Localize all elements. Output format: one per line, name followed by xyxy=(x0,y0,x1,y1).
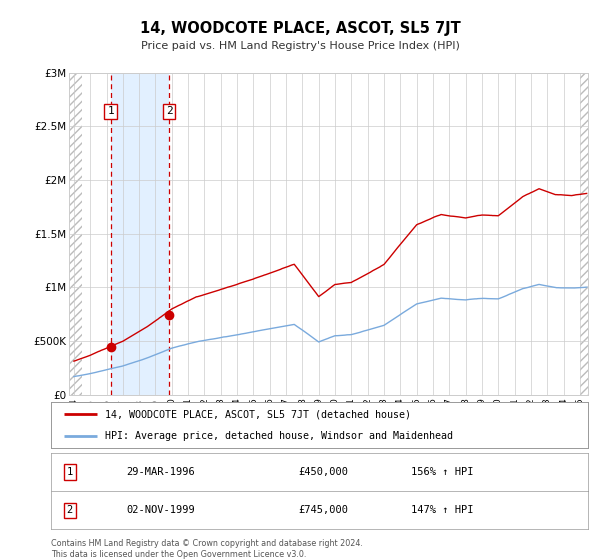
Text: 1: 1 xyxy=(107,106,114,116)
Bar xyxy=(69,73,82,395)
Text: Price paid vs. HM Land Registry's House Price Index (HPI): Price paid vs. HM Land Registry's House … xyxy=(140,41,460,51)
Text: 14, WOODCOTE PLACE, ASCOT, SL5 7JT (detached house): 14, WOODCOTE PLACE, ASCOT, SL5 7JT (deta… xyxy=(105,409,411,419)
Text: 1: 1 xyxy=(67,467,73,477)
Text: HPI: Average price, detached house, Windsor and Maidenhead: HPI: Average price, detached house, Wind… xyxy=(105,431,453,441)
Text: 147% ↑ HPI: 147% ↑ HPI xyxy=(411,505,473,515)
Text: Contains HM Land Registry data © Crown copyright and database right 2024.: Contains HM Land Registry data © Crown c… xyxy=(51,539,363,548)
Text: 2: 2 xyxy=(166,106,173,116)
Text: 29-MAR-1996: 29-MAR-1996 xyxy=(126,467,195,477)
Text: 2: 2 xyxy=(67,505,73,515)
Text: 14, WOODCOTE PLACE, ASCOT, SL5 7JT: 14, WOODCOTE PLACE, ASCOT, SL5 7JT xyxy=(140,21,460,35)
Text: £745,000: £745,000 xyxy=(298,505,348,515)
Bar xyxy=(580,73,588,395)
Bar xyxy=(110,73,169,395)
Text: £450,000: £450,000 xyxy=(298,467,348,477)
Text: This data is licensed under the Open Government Licence v3.0.: This data is licensed under the Open Gov… xyxy=(51,550,307,559)
Text: 156% ↑ HPI: 156% ↑ HPI xyxy=(411,467,473,477)
Text: 02-NOV-1999: 02-NOV-1999 xyxy=(126,505,195,515)
